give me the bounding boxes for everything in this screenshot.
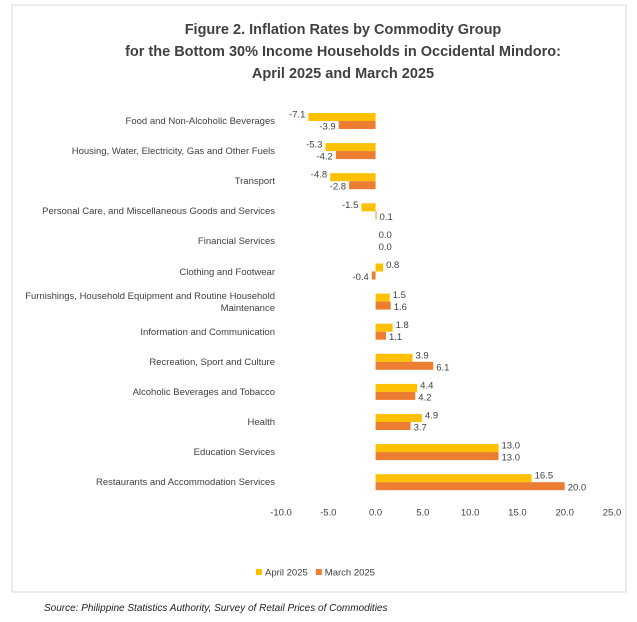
data-label: 1.1 bbox=[389, 332, 402, 343]
bar bbox=[375, 383, 418, 392]
data-label: 1.6 bbox=[394, 302, 407, 313]
legend-swatch bbox=[315, 569, 322, 575]
category-label: Alcoholic Beverages and Tobacco bbox=[132, 386, 275, 398]
chart-title: for the Bottom 30% Income Households in … bbox=[125, 44, 561, 60]
data-label: -4.2 bbox=[316, 152, 332, 163]
data-label: -4.8 bbox=[311, 170, 327, 181]
bar bbox=[375, 211, 377, 220]
data-label: 4.9 bbox=[425, 411, 438, 422]
bar bbox=[375, 422, 411, 430]
bar bbox=[375, 474, 532, 483]
data-label: 3.7 bbox=[414, 423, 427, 434]
bar bbox=[375, 361, 434, 370]
bar bbox=[375, 452, 499, 461]
category-label: Health bbox=[247, 417, 275, 428]
bar bbox=[375, 414, 422, 422]
category-label: Furnishings, Household Equipment and Rou… bbox=[25, 290, 275, 314]
chart-border bbox=[11, 4, 627, 593]
data-label: 0.8 bbox=[386, 260, 399, 271]
data-label: 0.0 bbox=[379, 242, 392, 253]
x-tick-label: 25.0 bbox=[603, 508, 622, 519]
bar bbox=[335, 151, 376, 160]
category-label: Information and Communication bbox=[140, 326, 275, 338]
legend-swatch bbox=[256, 569, 262, 575]
data-label: -3.9 bbox=[319, 122, 335, 133]
bar bbox=[375, 293, 390, 302]
data-label: 0.1 bbox=[380, 212, 393, 223]
bar bbox=[375, 263, 384, 272]
category-label: Clothing and Footwear bbox=[179, 266, 275, 278]
bar bbox=[338, 121, 376, 129]
data-label: 4.2 bbox=[418, 392, 431, 403]
data-label: -7.1 bbox=[289, 110, 305, 121]
bar bbox=[349, 181, 376, 190]
data-label: 0.0 bbox=[379, 230, 392, 241]
source-note: Source: Philippine Statistics Authority,… bbox=[44, 603, 388, 614]
data-label: 20.0 bbox=[568, 483, 587, 494]
bar bbox=[375, 301, 391, 310]
data-label: 1.5 bbox=[393, 290, 406, 301]
bar bbox=[371, 271, 376, 280]
bar bbox=[361, 203, 376, 212]
data-label: -2.8 bbox=[330, 182, 346, 193]
x-tick-label: 5.0 bbox=[416, 508, 429, 519]
data-label: 4.4 bbox=[420, 380, 433, 391]
category-label: Housing, Water, Electricity, Gas and Oth… bbox=[71, 146, 275, 158]
data-label: 6.1 bbox=[436, 362, 449, 373]
bar bbox=[325, 143, 376, 152]
x-tick-label: 0.0 bbox=[369, 508, 382, 519]
bar bbox=[375, 353, 413, 362]
data-label: 16.5 bbox=[535, 471, 554, 482]
bar bbox=[375, 323, 393, 332]
data-label: 13.0 bbox=[502, 441, 521, 452]
data-label: 3.9 bbox=[415, 350, 428, 361]
category-label: Food and Non-Alcoholic Beverages bbox=[125, 116, 275, 127]
x-tick-label: 15.0 bbox=[508, 508, 527, 519]
legend-label: April 2025 bbox=[265, 568, 308, 579]
chart-title: April 2025 and March 2025 bbox=[252, 66, 434, 82]
bar bbox=[308, 113, 376, 121]
chart-title: Figure 2. Inflation Rates by Commodity G… bbox=[185, 22, 502, 38]
data-label: -1.5 bbox=[342, 200, 358, 211]
x-tick-label: -5.0 bbox=[320, 508, 336, 519]
x-tick-label: 20.0 bbox=[555, 508, 574, 519]
x-tick-label: 10.0 bbox=[461, 508, 480, 519]
bar bbox=[375, 482, 565, 491]
bar bbox=[330, 173, 376, 182]
legend-label: March 2025 bbox=[325, 568, 375, 579]
category-label: Personal Care, and Miscellaneous Goods a… bbox=[42, 206, 275, 218]
data-label: 1.8 bbox=[396, 320, 409, 331]
bar bbox=[375, 331, 386, 340]
data-label: 13.0 bbox=[502, 453, 521, 464]
x-tick-label: -10.0 bbox=[270, 508, 292, 519]
data-label: -0.4 bbox=[352, 272, 368, 283]
data-label: -5.3 bbox=[306, 140, 322, 151]
category-label: Education Services bbox=[193, 447, 275, 459]
bar bbox=[375, 391, 416, 400]
category-label: Transport bbox=[234, 176, 275, 188]
bar bbox=[375, 444, 499, 453]
category-label: Recreation, Sport and Culture bbox=[149, 356, 275, 368]
category-label: Financial Services bbox=[197, 236, 275, 248]
category-label: Restaurants and Accommodation Services bbox=[95, 477, 275, 489]
